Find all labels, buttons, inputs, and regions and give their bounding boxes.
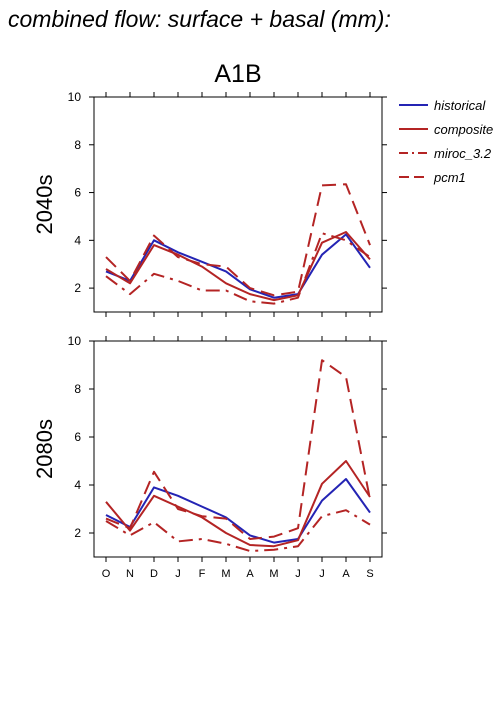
x-tick-label: M bbox=[269, 568, 278, 580]
panel-label: 2080s bbox=[32, 419, 57, 479]
series-line-historical bbox=[105, 478, 371, 544]
x-tick-label: F bbox=[199, 568, 206, 580]
y-tick-label: 6 bbox=[74, 186, 81, 200]
x-tick-label: N bbox=[126, 568, 134, 580]
x-tick-label: A bbox=[246, 568, 254, 580]
x-tick-label: S bbox=[366, 568, 373, 580]
y-tick-label: 10 bbox=[68, 90, 82, 104]
y-tick-label: 4 bbox=[74, 233, 81, 247]
x-tick-label: J bbox=[319, 568, 325, 580]
series-line-composite bbox=[105, 460, 371, 548]
x-tick-label: O bbox=[102, 568, 111, 580]
y-tick-label: 8 bbox=[74, 138, 81, 152]
figure-title: combined flow: surface + basal (mm): bbox=[8, 6, 391, 32]
x-tick-label: D bbox=[150, 568, 158, 580]
legend-label: composite bbox=[434, 122, 493, 137]
x-tick-label: J bbox=[295, 568, 301, 580]
legend-label: miroc_3.2 bbox=[434, 146, 492, 161]
x-tick-label: A bbox=[342, 568, 350, 580]
y-tick-label: 2 bbox=[74, 526, 81, 540]
legend-label: historical bbox=[434, 98, 486, 113]
panel-frame bbox=[93, 340, 383, 558]
y-tick-label: 8 bbox=[74, 382, 81, 396]
chart-title: A1B bbox=[214, 60, 261, 88]
series-line-pcm1 bbox=[105, 359, 371, 540]
x-tick-label: J bbox=[175, 568, 181, 580]
series-line-pcm1 bbox=[105, 183, 371, 297]
panel-label: 2040s bbox=[32, 175, 57, 235]
series-line-miroc-3-2 bbox=[105, 232, 371, 305]
y-tick-label: 10 bbox=[68, 334, 82, 348]
series-line-historical bbox=[105, 233, 371, 299]
legend-label: pcm1 bbox=[433, 170, 466, 185]
series-line-miroc-3-2 bbox=[105, 509, 371, 552]
y-tick-label: 2 bbox=[74, 281, 81, 295]
series-line-composite bbox=[105, 231, 371, 302]
y-tick-label: 6 bbox=[74, 430, 81, 444]
x-tick-label: M bbox=[221, 568, 230, 580]
panel-frame bbox=[93, 96, 383, 313]
y-tick-label: 4 bbox=[74, 478, 81, 492]
